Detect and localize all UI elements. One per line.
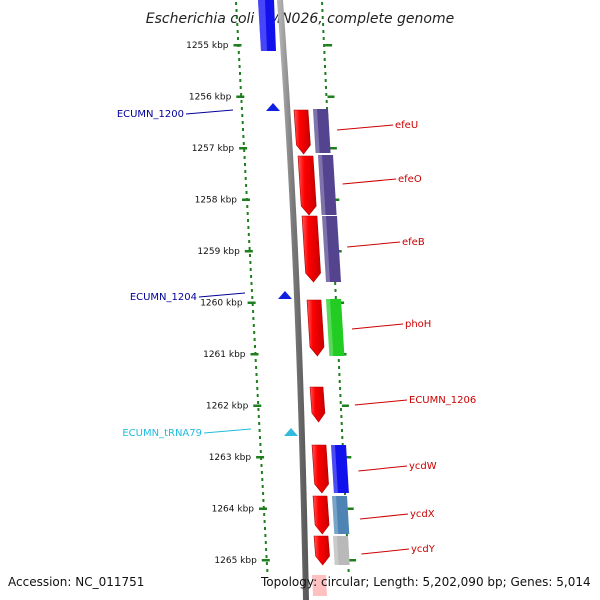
cog-ycdy[interactable]: [333, 536, 350, 565]
gene-ycdy[interactable]: [313, 535, 330, 566]
gene-ecumn_1206[interactable]: [309, 386, 326, 423]
gene-label-efeb: efeB: [402, 237, 425, 248]
trna-ecumn_trna79[interactable]: [284, 428, 298, 436]
gene-label-efeu: efeU: [395, 120, 418, 131]
gene-ycdw[interactable]: [311, 444, 329, 494]
cog-ycdx[interactable]: [332, 496, 350, 534]
feature-label-ecumn_1204: ECUMN_1204: [130, 292, 197, 303]
cog-gene-track: [313, 109, 350, 565]
gene-offscreen-bottom[interactable]: [312, 575, 327, 596]
feature-label-ecumn_1200: ECUMN_1200: [117, 109, 184, 120]
tick-label: 1257 kbp: [192, 144, 235, 154]
feature-label-ecumn_trna79: ECUMN_tRNA79: [122, 428, 202, 439]
cog-efeu[interactable]: [313, 109, 331, 153]
accession-text: Accession: NC_011751: [8, 575, 144, 589]
tick-label: 1255 kbp: [186, 41, 229, 51]
cog-phoh[interactable]: [326, 299, 345, 356]
cog-efeo[interactable]: [318, 155, 337, 215]
gene-efeu[interactable]: [293, 109, 311, 155]
gene-label-ecumn_1206: ECUMN_1206: [409, 395, 476, 406]
gene-label-ycdx: ycdX: [410, 509, 435, 520]
gene-offscreen-top[interactable]: [258, 0, 276, 51]
gene-label-efeo: efeO: [398, 174, 422, 185]
gene-efeb[interactable]: [301, 215, 321, 283]
gene-label-ycdy: ycdY: [411, 544, 436, 555]
map-title: Escherichia coli UMN026, complete genome: [146, 11, 454, 27]
tick-label: 1265 kbp: [214, 556, 257, 566]
gene-ecumn_1200[interactable]: [266, 103, 280, 111]
gene-phoh[interactable]: [306, 299, 325, 357]
reverse-feature-track: ECUMN_1200 ECUMN_1204 ECUMN_tRNA79: [117, 103, 298, 439]
tick-track-left: [235, 2, 269, 572]
topology-text: Topology: circular; Length: 5,202,090 bp…: [260, 575, 591, 589]
forward-gene-track: [293, 109, 330, 566]
gene-ycdx[interactable]: [312, 495, 330, 535]
cog-efeb[interactable]: [322, 216, 341, 282]
tick-marks: 1255 kbp 1256 kbp 1257 kbp 1258 kbp 1259 kbp…: [186, 41, 357, 566]
tick-label: 1264 kbp: [212, 505, 255, 515]
cog-ycdw[interactable]: [331, 445, 349, 493]
forward-gene-labels: efeU efeO efeB phoH ECUMN_1206 ycdW ycdX ycdY: [337, 120, 476, 555]
tick-label: 1262 kbp: [206, 402, 249, 412]
tick-label: 1256 kbp: [189, 93, 232, 103]
tick-label: 1263 kbp: [209, 453, 252, 463]
tick-label: 1261 kbp: [203, 350, 246, 360]
gene-efeo[interactable]: [297, 155, 317, 216]
tick-label: 1260 kbp: [200, 299, 243, 309]
tick-label: 1258 kbp: [195, 196, 238, 206]
tick-label: 1259 kbp: [197, 247, 240, 257]
gene-ecumn_1204[interactable]: [278, 291, 292, 299]
gene-label-ycdw: ycdW: [409, 461, 437, 472]
gene-label-phoh: phoH: [405, 319, 431, 330]
genome-backbone: [277, 0, 309, 600]
